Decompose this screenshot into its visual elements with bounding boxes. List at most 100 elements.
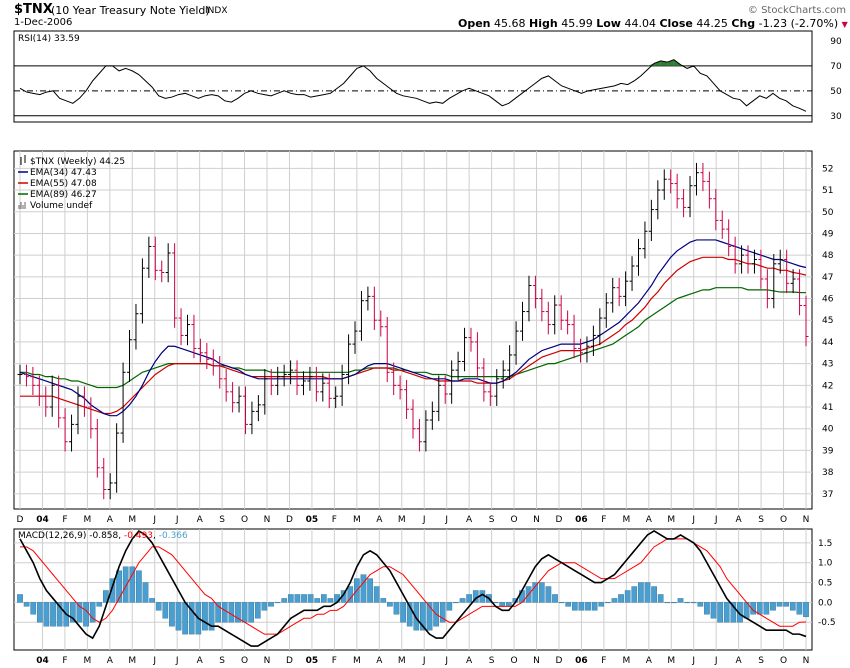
chart-date: 1-Dec-2006	[14, 17, 73, 28]
price-x-label: J	[714, 515, 718, 525]
close-value: 44.25	[696, 17, 728, 30]
macd-x-label: M	[622, 656, 630, 666]
price-tick-label: 44	[822, 338, 834, 348]
rsi-frame	[13, 30, 813, 123]
macd-x-label: A	[466, 656, 473, 666]
macd-histogram-bar	[142, 582, 149, 603]
macd-x-label: A	[736, 656, 743, 666]
macd-histogram-bar	[56, 602, 63, 627]
macd-tick-label: 0.0	[818, 598, 833, 608]
open-label: Open	[458, 17, 491, 30]
macd-x-label: A	[197, 656, 204, 666]
macd-histogram-bar	[261, 602, 268, 611]
macd-x-label: A	[107, 656, 114, 666]
price-x-label: M	[83, 515, 91, 525]
rsi-panel: 30 50 70 90 RSI(14) 33.59	[13, 30, 842, 123]
price-x-label: M	[128, 515, 136, 525]
macd-histogram-bar	[657, 594, 664, 603]
macd-legend-value: -0.858	[89, 531, 118, 541]
macd-x-label: N	[803, 656, 810, 666]
macd-legend-hist: -0.366	[159, 531, 188, 541]
macd-histogram-bar	[69, 602, 76, 623]
macd-histogram-bar	[274, 602, 281, 604]
macd-histogram-bar	[591, 602, 598, 611]
watermark: © StockCharts.com	[748, 5, 846, 16]
macd-histogram-bar	[294, 594, 301, 603]
macd-x-label: J	[152, 656, 156, 666]
price-x-label: S	[758, 515, 764, 525]
price-x-label: M	[667, 515, 675, 525]
macd-histogram-bar	[380, 598, 387, 603]
price-x-label: J	[152, 515, 156, 525]
macd-x-label: J	[714, 656, 718, 666]
price-x-label: F	[601, 515, 606, 525]
macd-histogram-bar	[241, 602, 248, 623]
macd-histogram-bar	[175, 602, 182, 631]
price-x-label: J	[444, 515, 448, 525]
macd-tick-label: -0.5	[818, 618, 836, 628]
close-label: Close	[659, 17, 693, 30]
macd-histogram-bar	[281, 598, 288, 603]
macd-histogram-bar	[638, 582, 644, 603]
macd-histogram-bar	[287, 594, 294, 603]
macd-histogram-bar	[188, 602, 195, 635]
ema34-line	[19, 239, 807, 417]
symbol: $TNX	[14, 2, 53, 17]
macd-histogram-bar	[426, 602, 433, 631]
price-tick-label: 40	[822, 425, 834, 435]
price-x-label: O	[241, 515, 248, 525]
macd-histogram-bar	[730, 602, 737, 623]
macd-histogram-bar	[301, 594, 307, 603]
macd-histogram-bar	[307, 594, 314, 603]
macd-x-label: M	[398, 656, 406, 666]
macd-histogram-bar	[129, 566, 136, 603]
price-x-label: F	[332, 515, 337, 525]
price-tick-label: 46	[822, 295, 834, 305]
price-x-label: A	[376, 515, 383, 525]
macd-histogram-bar	[459, 598, 466, 603]
macd-line	[19, 529, 807, 647]
macd-histogram-bar	[89, 602, 96, 623]
macd-histogram-bar	[558, 602, 565, 604]
price-x-label: O	[511, 515, 518, 525]
price-frame	[13, 150, 813, 510]
macd-histogram-bar	[803, 602, 809, 618]
legend-ema55: EMA(55) 47.08	[30, 179, 97, 189]
legend-ema34: EMA(34) 47.43	[30, 168, 97, 178]
macd-histogram-bar	[756, 602, 763, 615]
macd-histogram-bar	[717, 602, 723, 623]
price-tick-label: 43	[822, 360, 833, 370]
macd-x-label: N	[533, 656, 540, 666]
macd-histogram-bar	[162, 602, 169, 619]
macd-histogram-bar	[585, 602, 591, 611]
macd-x-label: N	[264, 656, 271, 666]
macd-x-label: D	[556, 656, 563, 666]
high-value: 45.99	[561, 17, 593, 30]
macd-histogram-bar	[439, 602, 446, 623]
macd-histogram-bar	[50, 602, 56, 627]
macd-histogram-bar	[598, 602, 605, 607]
macd-histogram-bar	[17, 594, 23, 603]
macd-histogram-bar	[122, 566, 129, 603]
exchange-label: INDX	[205, 6, 228, 16]
price-x-label: N	[533, 515, 540, 525]
macd-histogram-bar	[492, 602, 499, 604]
price-tick-label: 52	[822, 164, 833, 174]
macd-histogram-bar	[664, 602, 671, 604]
rsi-line	[19, 59, 807, 112]
rsi-overbought-fill	[667, 59, 674, 66]
price-tick-label: 41	[822, 403, 833, 413]
macd-x-label: O	[241, 656, 248, 666]
price-tick-label: 39	[822, 446, 834, 456]
price-x-label: 05	[306, 515, 319, 525]
macd-histogram-bar	[406, 602, 413, 627]
macd-x-label: 04	[36, 656, 49, 666]
macd-x-label: O	[511, 656, 518, 666]
macd-histogram-bar	[327, 598, 334, 603]
price-x-label: N	[264, 515, 271, 525]
price-x-label: M	[353, 515, 361, 525]
macd-histogram-bar	[420, 602, 426, 631]
price-tick-label: 42	[822, 381, 833, 391]
macd-histogram-bar	[387, 602, 393, 607]
macd-histogram-bar	[677, 598, 684, 603]
